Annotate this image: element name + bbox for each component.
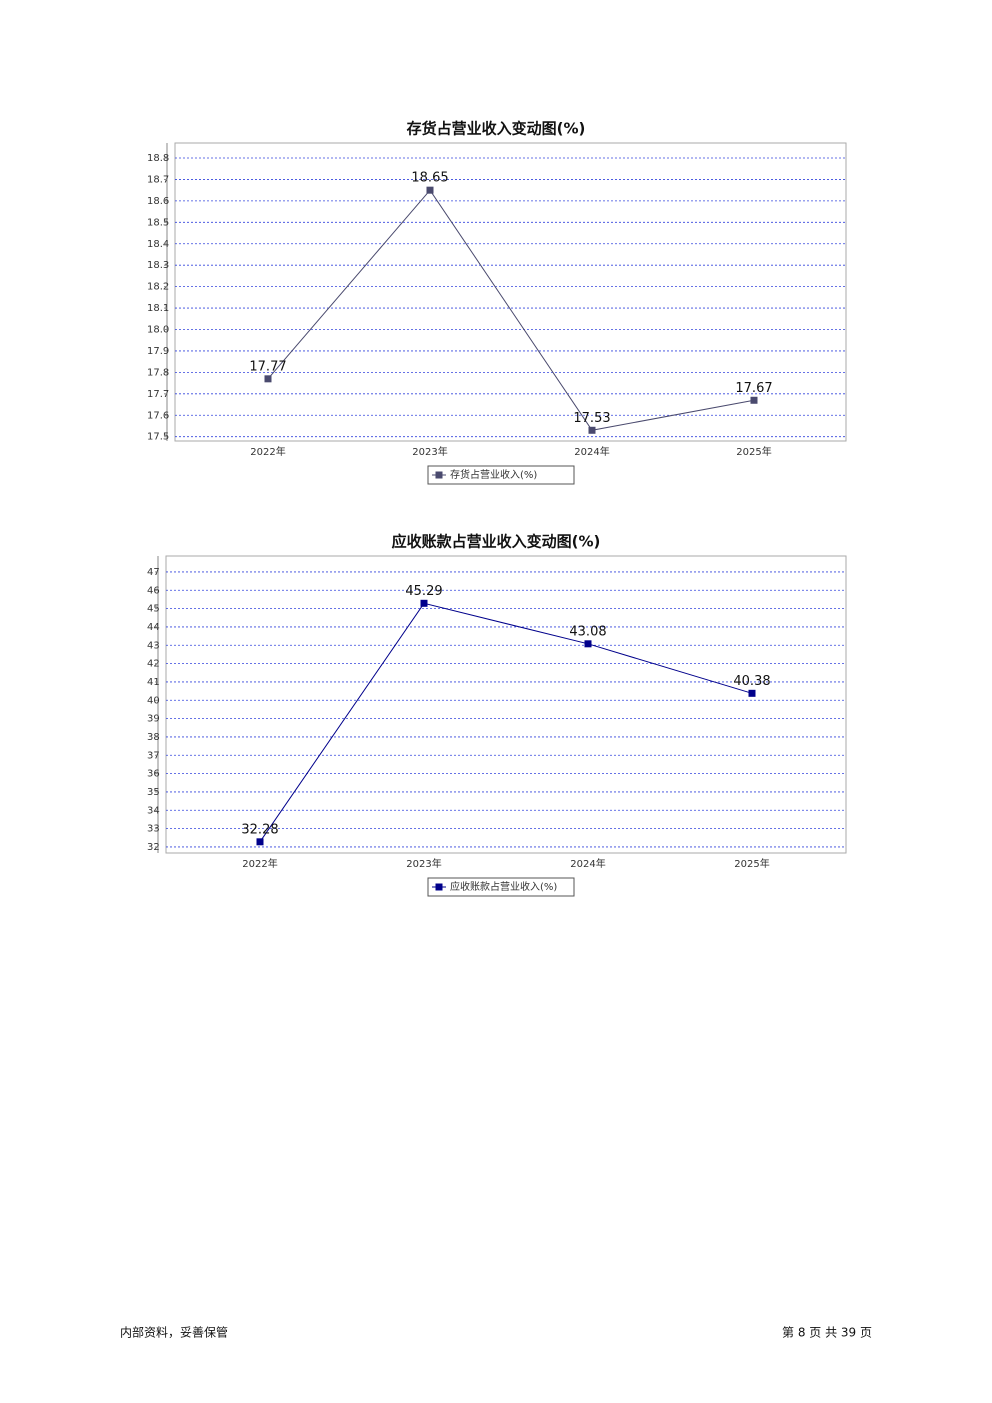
y-tick-label: 17.6	[147, 410, 169, 421]
value-label: 43.08	[569, 624, 606, 639]
value-label: 17.67	[735, 381, 772, 396]
y-tick-label: 44	[147, 622, 160, 633]
y-tick-label: 18.6	[147, 196, 169, 207]
point-marker	[750, 396, 758, 404]
y-tick-label: 42	[147, 659, 160, 670]
point-marker	[584, 640, 592, 648]
x-tick-label: 2024年	[570, 857, 605, 870]
plot-area	[174, 142, 847, 442]
point-marker	[264, 375, 272, 383]
value-label: 45.29	[405, 584, 442, 599]
series-line	[267, 189, 755, 431]
y-tick-label: 38	[147, 732, 160, 743]
point-marker	[588, 426, 596, 434]
y-tick-label: 17.5	[147, 432, 169, 443]
y-tick-label: 18.3	[147, 260, 169, 271]
legend-label: 存货占营业收入(%)	[450, 468, 537, 481]
y-tick-label: 35	[147, 787, 160, 798]
y-tick-label: 18.5	[147, 217, 169, 228]
chart-title: 存货占营业收入变动图(%)	[407, 120, 586, 138]
x-tick-label: 2025年	[736, 445, 771, 458]
y-tick-label: 45	[147, 604, 160, 615]
y-tick-label: 41	[147, 677, 160, 688]
value-label: 32.28	[241, 822, 278, 837]
legend-label: 应收账款占营业收入(%)	[450, 880, 557, 893]
y-tick-label: 43	[147, 640, 160, 651]
x-tick-label: 2023年	[412, 445, 447, 458]
y-tick-label: 18.8	[147, 153, 169, 164]
y-tick-label: 18.0	[147, 325, 169, 336]
y-tick-label: 33	[147, 824, 160, 835]
y-tick-label: 39	[147, 714, 160, 725]
legend-box	[427, 877, 575, 897]
value-label: 17.53	[573, 411, 610, 426]
legend-box	[427, 465, 575, 485]
y-tick-label: 18.7	[147, 174, 169, 185]
footer-right: 第 8 页 共 39 页	[782, 1326, 872, 1340]
point-marker	[420, 599, 428, 607]
x-tick-label: 2025年	[734, 857, 769, 870]
y-tick-label: 37	[147, 750, 160, 761]
y-tick-label: 17.7	[147, 389, 169, 400]
y-tick-label: 47	[147, 567, 160, 578]
y-tick-label: 18.2	[147, 282, 169, 293]
value-label: 18.65	[411, 171, 448, 186]
value-label: 40.38	[733, 674, 770, 689]
y-tick-label: 32	[147, 842, 160, 853]
y-tick-label: 18.4	[147, 239, 169, 250]
point-marker	[426, 186, 434, 194]
legend-marker	[435, 471, 443, 479]
plot-area	[165, 555, 847, 854]
y-tick-label: 34	[147, 805, 160, 816]
y-tick-label: 17.8	[147, 367, 169, 378]
x-tick-label: 2023年	[406, 857, 441, 870]
chart-title: 应收账款占营业收入变动图(%)	[392, 533, 601, 551]
x-tick-label: 2022年	[250, 445, 285, 458]
series-line	[259, 602, 753, 843]
x-tick-label: 2024年	[574, 445, 609, 458]
point-marker	[256, 838, 264, 846]
x-tick-label: 2022年	[242, 857, 277, 870]
legend-marker	[435, 883, 443, 891]
footer-left: 内部资料，妥善保管	[120, 1325, 228, 1340]
y-tick-label: 40	[147, 695, 160, 706]
y-tick-label: 36	[147, 769, 160, 780]
y-tick-label: 18.1	[147, 303, 169, 314]
value-label: 17.77	[249, 359, 286, 374]
point-marker	[748, 689, 756, 697]
y-tick-label: 17.9	[147, 346, 169, 357]
y-tick-label: 46	[147, 585, 160, 596]
